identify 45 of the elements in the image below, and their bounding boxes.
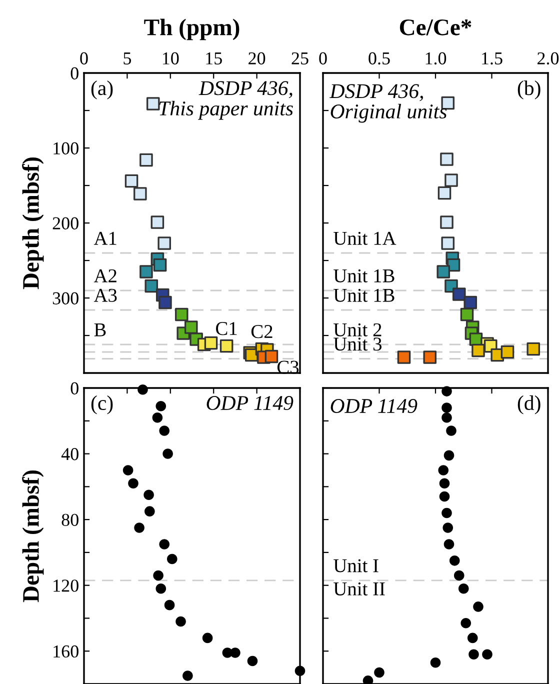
y-tick-label: 80	[62, 514, 78, 526]
y-tick-label: 120	[54, 580, 78, 592]
annotation: C1	[216, 322, 237, 336]
annotation: C2	[251, 325, 272, 338]
chart-title: (d)	[518, 395, 540, 414]
x-tick-label: 2.0	[538, 52, 559, 65]
ref-line-label: Unit 3	[334, 338, 382, 351]
x-tick-label: 1.5	[482, 52, 502, 65]
y-tick-label: 40	[61, 448, 78, 460]
chart-title: (a)	[91, 80, 113, 100]
x-tick-label: 5	[124, 52, 132, 64]
chart-subtitle: ODP 1149	[206, 396, 294, 410]
x-tick-label: 25	[292, 52, 308, 64]
y-axis-title: Depth (mbsf)	[22, 157, 44, 290]
y-tick-label: 0	[70, 67, 78, 80]
ref-line-label: A2	[94, 269, 116, 282]
chart-subtitle: ODP 1149	[330, 399, 418, 414]
x-tick-label: 1.0	[426, 52, 446, 65]
y-tick-label: 300	[52, 292, 78, 304]
x-axis-title: Th (ppm)	[144, 18, 240, 40]
y-tick-label: 160	[54, 645, 78, 658]
x-tick-label: 15	[206, 52, 222, 64]
annotation: Unit II	[334, 582, 385, 596]
x-tick-label: 0	[319, 52, 327, 64]
text: DSDP 436, This paper units	[159, 81, 293, 120]
x-tick-label: 0	[80, 52, 88, 64]
ref-line-label: B	[94, 323, 106, 336]
ref-line-label: A3	[94, 288, 117, 302]
x-tick-label: 0.5	[368, 52, 390, 65]
x-tick-label: 20	[248, 52, 266, 64]
x-tick-label: 10	[162, 52, 179, 64]
chart-title: (c)	[91, 395, 113, 414]
ref-line-label: A1	[94, 232, 116, 245]
ref-line-label: Unit 1A	[334, 232, 396, 245]
text: DSDP 436, Original units	[330, 84, 447, 123]
ref-line-label: Unit 1B	[334, 269, 394, 282]
ref-line-label: Unit I	[334, 559, 378, 572]
ref-line-label: Unit 1B	[334, 288, 394, 302]
y-axis-title: Depth (mbsf)	[22, 470, 44, 602]
ref-line-label: Unit 2	[334, 323, 382, 336]
x-axis-title: Ce/Ce*	[400, 19, 472, 36]
chart-title: (b)	[518, 80, 540, 100]
y-tick-label: 100	[54, 142, 78, 154]
y-tick-label: 200	[52, 217, 78, 230]
y-tick-label: 0	[70, 382, 78, 394]
